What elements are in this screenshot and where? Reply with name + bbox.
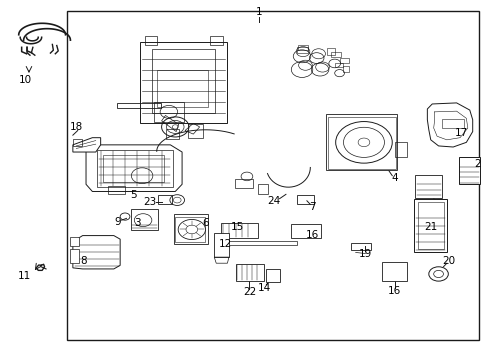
Bar (97, 149, 172, 187)
Polygon shape (427, 103, 472, 147)
Bar (73, 139, 81, 146)
Bar (157, 71, 207, 107)
Bar (154, 102, 183, 122)
Bar (131, 210, 158, 230)
Polygon shape (73, 138, 101, 152)
Bar (221, 241, 296, 245)
Bar (158, 195, 172, 204)
Bar (394, 142, 406, 157)
Bar (70, 249, 79, 263)
Bar (342, 66, 348, 72)
Bar (330, 52, 340, 57)
Bar (210, 36, 222, 45)
Bar (290, 225, 321, 238)
Bar (221, 223, 257, 238)
Text: 3: 3 (134, 218, 140, 228)
Text: 6: 6 (202, 218, 208, 228)
Text: 22: 22 (242, 287, 256, 297)
Bar (441, 119, 463, 128)
Text: 19: 19 (358, 248, 371, 258)
Text: 2: 2 (473, 159, 479, 169)
Bar (327, 48, 334, 55)
Bar (235, 264, 264, 281)
Bar (108, 186, 125, 194)
Text: 23: 23 (142, 197, 156, 207)
Bar (381, 262, 407, 281)
Text: 9: 9 (114, 217, 121, 227)
Bar (188, 124, 203, 138)
Text: 16: 16 (305, 230, 319, 239)
Polygon shape (73, 235, 120, 269)
Text: 4: 4 (390, 173, 397, 183)
Text: 12: 12 (218, 239, 231, 249)
Bar (173, 215, 207, 244)
Text: 18: 18 (69, 122, 83, 132)
Text: 15: 15 (230, 222, 244, 231)
Bar (414, 175, 441, 198)
Polygon shape (86, 145, 182, 192)
Bar (144, 36, 157, 45)
Text: 17: 17 (454, 128, 467, 138)
Text: 10: 10 (19, 75, 32, 85)
Bar (117, 103, 160, 108)
Bar (214, 233, 228, 257)
Bar (350, 243, 370, 250)
Bar (298, 45, 307, 50)
Circle shape (428, 267, 447, 281)
Text: 24: 24 (266, 196, 280, 206)
Bar (103, 155, 163, 182)
Bar (70, 237, 79, 246)
Bar (328, 117, 395, 168)
Bar (458, 157, 479, 184)
Bar (258, 184, 267, 194)
Text: 8: 8 (80, 256, 87, 266)
Bar (417, 202, 444, 249)
Bar (140, 41, 227, 123)
Text: 14: 14 (257, 283, 270, 293)
Text: 7: 7 (309, 202, 315, 212)
Bar (334, 63, 343, 67)
Bar (234, 179, 253, 188)
Bar (266, 269, 280, 282)
Text: 21: 21 (423, 222, 436, 232)
Text: 5: 5 (130, 190, 136, 200)
Bar (175, 217, 205, 242)
Bar (166, 130, 178, 139)
Text: 11: 11 (18, 271, 31, 281)
Text: 16: 16 (387, 286, 401, 296)
Text: 20: 20 (441, 256, 454, 266)
Bar (339, 58, 348, 63)
Bar (152, 49, 215, 113)
Bar (297, 47, 307, 53)
Bar (326, 114, 396, 170)
Text: 1: 1 (255, 7, 262, 17)
Text: 13: 13 (434, 199, 447, 210)
Bar (66, 12, 478, 339)
Bar (297, 195, 314, 204)
Bar (413, 199, 447, 252)
